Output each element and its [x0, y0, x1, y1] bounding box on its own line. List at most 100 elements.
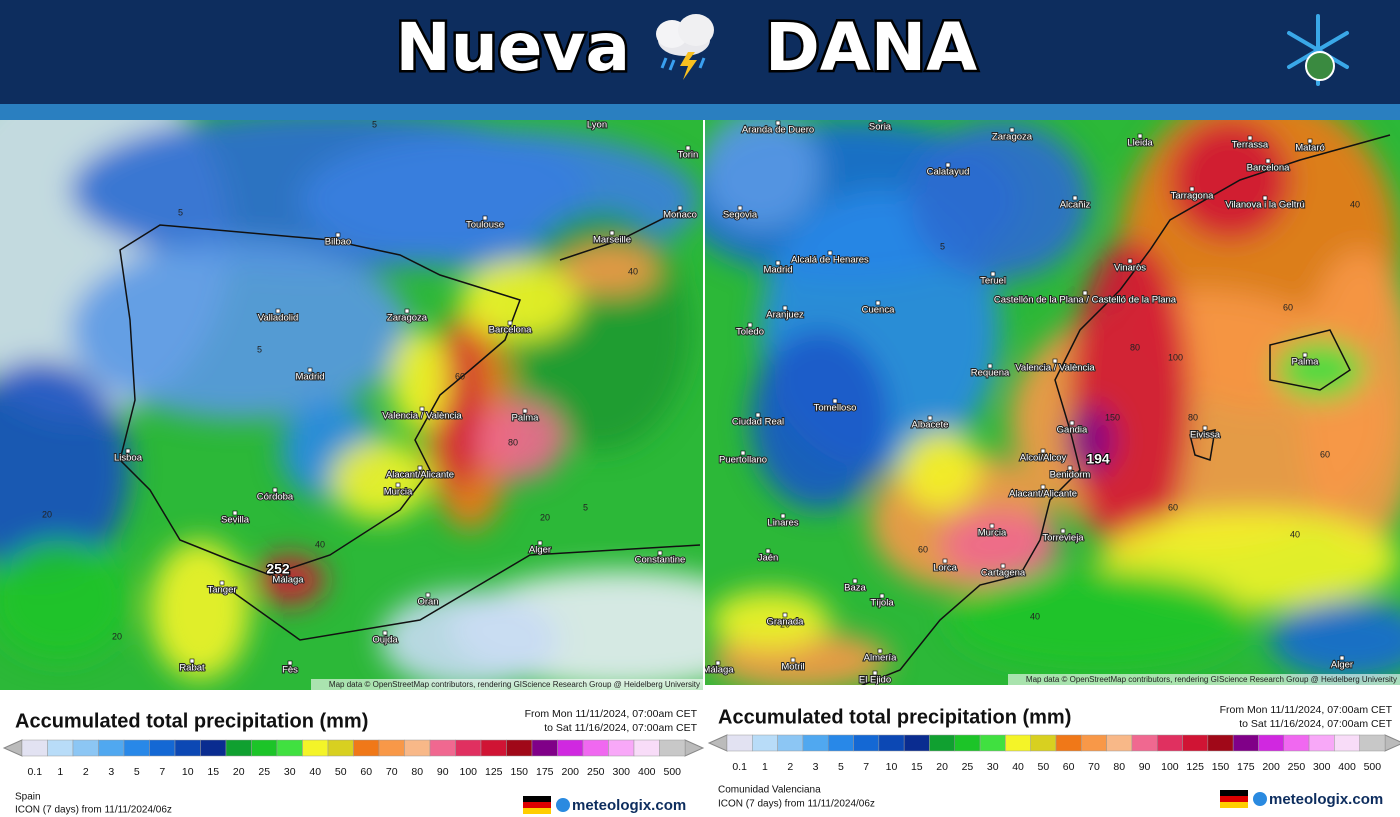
colorbar-swatch — [327, 739, 354, 757]
place-label: Terrassa — [1232, 140, 1269, 151]
place-label: El Ejido — [859, 675, 891, 686]
contour-label: 80 — [508, 437, 518, 447]
contour-label: 40 — [315, 539, 325, 549]
colorbar-tick: 70 — [1088, 761, 1100, 773]
flag-red — [523, 802, 551, 808]
place-marker — [685, 145, 691, 151]
colorbar-swatch — [251, 739, 278, 757]
place-marker — [507, 320, 513, 326]
contour-label: 40 — [628, 266, 638, 276]
colorbar-swatch — [1232, 734, 1259, 752]
max-value: 194 — [1086, 451, 1110, 467]
place-marker — [1265, 158, 1271, 164]
map-spain: 5 5 5 20 20 40 60 80 20 5 40 Lyon Torin Monaco Marseil… — [0, 120, 703, 690]
colorbar-swatch — [582, 739, 609, 757]
place-label: Palma — [512, 413, 540, 424]
place-label: Aranda de Duero — [742, 125, 814, 136]
place-label: Bilbao — [325, 237, 351, 248]
place-label: Puertollano — [719, 455, 767, 466]
place-label: Vilanova i la Geltrú — [1225, 200, 1305, 211]
precip-area — [330, 440, 430, 520]
colorbar-swatch — [98, 739, 125, 757]
place-marker — [782, 612, 788, 618]
contour-label: 40 — [1030, 611, 1040, 621]
place-label: Oran — [417, 597, 438, 608]
place-label: Sevilla — [221, 515, 250, 526]
colorbar-swatch — [353, 739, 380, 757]
contour-label: 20 — [112, 631, 122, 641]
place-label: Valladolid — [258, 313, 299, 324]
colorbar-swatch — [1081, 734, 1107, 752]
precip-area — [1300, 250, 1400, 550]
place-marker — [852, 578, 858, 584]
colorbar-tick: 15 — [207, 766, 219, 778]
colorbar-tick: 30 — [284, 766, 296, 778]
contour-label: 5 — [178, 207, 183, 217]
contour-label: 20 — [540, 512, 550, 522]
colorbar-swatch — [149, 739, 176, 757]
flag-gold — [523, 808, 551, 814]
colorbar-swatch — [1258, 734, 1285, 752]
place-marker — [1060, 528, 1066, 534]
place-label: Monaco — [663, 210, 697, 221]
colorbar-tick: 500 — [663, 766, 681, 778]
logo-snowflake — [1287, 14, 1349, 86]
precip-field — [705, 120, 1400, 685]
place-label: Málaga — [272, 575, 304, 586]
colorbar-swatch — [455, 739, 482, 757]
precip-area — [705, 120, 820, 230]
colorbar-tick: 5 — [838, 761, 844, 773]
colorbar-swatch — [608, 739, 635, 757]
place-marker — [782, 305, 788, 311]
attribution: Map data © OpenStreetMap contributors, r… — [1026, 675, 1397, 684]
colorbar-swatch — [726, 734, 753, 752]
contour-label: 60 — [455, 371, 465, 381]
model: ICON (7 days) from 11/11/2024/06z — [15, 805, 172, 816]
place-marker — [765, 548, 771, 554]
colorbar-swatch — [1182, 734, 1209, 752]
colorbar-swatch — [1131, 734, 1158, 752]
contour-label: 150 — [1105, 412, 1120, 422]
colorbar-tick: 150 — [510, 766, 528, 778]
place-marker — [1040, 448, 1046, 454]
colorbar-tick: 90 — [437, 766, 449, 778]
place-marker — [232, 510, 238, 516]
place-marker — [715, 660, 721, 666]
place-label: Aranjuez — [766, 310, 804, 321]
coastline — [119, 209, 701, 641]
title-right: DANA — [765, 9, 977, 86]
contour-label: 60 — [1168, 502, 1178, 512]
place-marker — [382, 630, 388, 636]
colorbar-swatch — [1055, 734, 1082, 752]
colorbar-swatch — [1359, 734, 1386, 752]
place-marker — [1189, 186, 1195, 192]
precip-area — [940, 510, 1060, 580]
precip-area — [0, 360, 130, 580]
precip-area — [710, 590, 830, 650]
colorbar-tick: 400 — [1338, 761, 1356, 773]
colorbar-tick: 175 — [536, 766, 554, 778]
place-label: Toledo — [736, 327, 764, 338]
header-stripe — [0, 104, 1400, 120]
colorbar-tick: 0.1 — [27, 766, 42, 778]
place-label: Cartagena — [981, 568, 1026, 579]
place-label: Requena — [971, 368, 1010, 379]
colorbar-tick: 70 — [386, 766, 398, 778]
place-label: Castellón de la Plana / Castelló de la P… — [994, 295, 1177, 306]
place-marker — [1000, 563, 1006, 569]
place-label: Zaragoza — [387, 313, 428, 324]
place-label: Palma — [1292, 357, 1320, 368]
place-marker — [307, 367, 313, 373]
colorbar-tick: 10 — [886, 761, 898, 773]
colorbar-swatch — [404, 739, 431, 757]
colorbar-swatch — [276, 739, 303, 757]
colorbar-tick: 90 — [1139, 761, 1151, 773]
place-marker — [780, 513, 786, 519]
brand: meteologix.com — [1269, 791, 1383, 808]
colorbar-swatch — [853, 734, 880, 752]
place-marker — [990, 271, 996, 277]
colorbar-tick: 60 — [1063, 761, 1075, 773]
precip-area — [1170, 120, 1290, 240]
colorbar-swatch — [1106, 734, 1133, 752]
